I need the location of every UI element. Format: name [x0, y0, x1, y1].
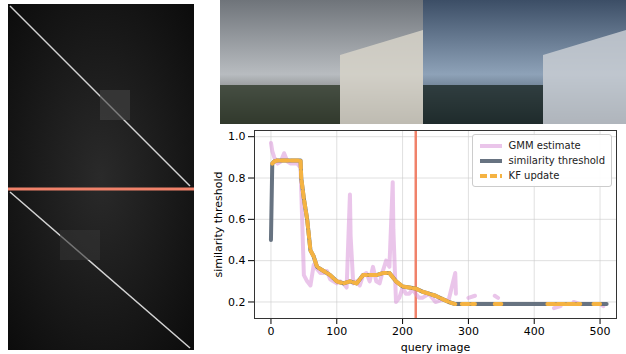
svg-text:200: 200 [392, 325, 413, 338]
html-text:KF update: KF update [508, 170, 560, 181]
svg-text:0.2: 0.2 [228, 295, 246, 308]
svg-text:0.8: 0.8 [228, 172, 246, 185]
svg-text:0.6: 0.6 [228, 213, 246, 226]
svg-text:query image: query image [401, 341, 471, 354]
svg-text:similarity threshold: similarity threshold [212, 171, 225, 277]
svg-text:300: 300 [458, 325, 479, 338]
html-text:similarity threshold: similarity threshold [508, 155, 605, 166]
svg-text:400: 400 [524, 325, 545, 338]
svg-text:500: 500 [590, 325, 611, 338]
svg-text:0: 0 [267, 325, 274, 338]
html-text:GMM estimate: GMM estimate [508, 140, 581, 151]
svg-text:100: 100 [326, 325, 347, 338]
svg-text:0.4: 0.4 [228, 254, 246, 267]
svg-text:1.0: 1.0 [228, 130, 246, 143]
